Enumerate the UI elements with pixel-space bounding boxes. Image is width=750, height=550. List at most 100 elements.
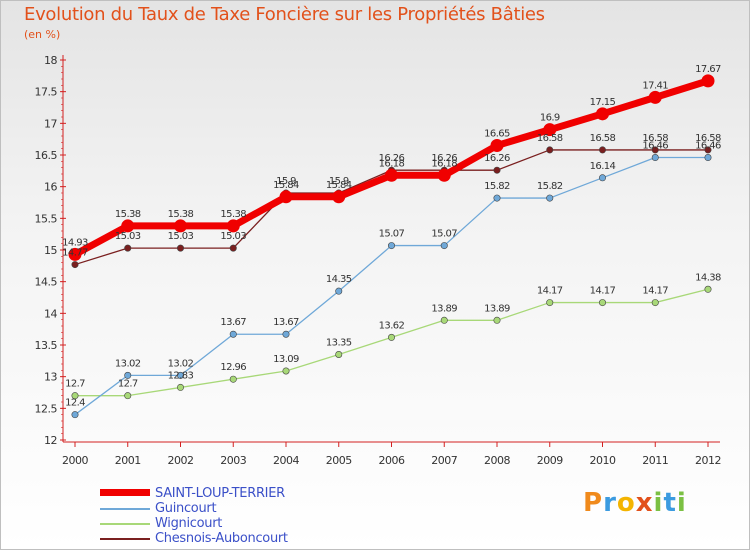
data-label-wignicourt: 13.62 (379, 320, 405, 331)
data-point-guincourt (440, 242, 448, 250)
data-label-guincourt: 13.67 (273, 317, 299, 328)
x-tick-label: 2011 (642, 454, 668, 467)
x-tick-label: 2000 (62, 454, 88, 467)
data-label-guincourt: 15.07 (379, 229, 405, 240)
data-label-chesnois-auboncourt: 16.26 (379, 153, 405, 164)
data-point-guincourt (546, 194, 554, 202)
logo-letter: i (676, 488, 687, 518)
data-point-wignicourt (335, 350, 343, 358)
y-tick-label: 13.5 (35, 339, 58, 352)
data-point-wignicourt (387, 333, 395, 341)
data-point-guincourt (282, 330, 290, 338)
data-point-saint-loup-terrier (490, 139, 504, 152)
x-tick-label: 2002 (168, 454, 194, 467)
data-label-wignicourt: 14.17 (642, 286, 668, 297)
data-labels-layer: 14.77 15.03 15.03 15.03 15.9 15.9 16.26 16.26 16… (62, 64, 721, 409)
data-label-saint-loup-terrier: 16.18 (431, 158, 457, 169)
y-tick-label: 17 (44, 117, 57, 130)
data-label-saint-loup-terrier: 16.65 (484, 129, 510, 140)
x-tick-label: 2010 (590, 454, 616, 467)
data-point-chesnois-auboncourt (124, 244, 132, 252)
data-label-chesnois-auboncourt: 16.58 (537, 133, 563, 144)
legend-label-guincourt: Guincourt (155, 501, 217, 516)
data-point-saint-loup-terrier (121, 219, 135, 233)
x-tick-label: 2005 (326, 454, 352, 467)
y-tick-label: 15 (44, 244, 57, 257)
y-tick-label: 17.5 (35, 86, 58, 99)
data-label-guincourt: 16.46 (695, 141, 721, 152)
data-point-chesnois-auboncourt (493, 166, 501, 174)
logo-letter: r (603, 488, 617, 518)
logo-letter: t (663, 488, 677, 518)
data-point-guincourt (387, 242, 395, 250)
data-label-chesnois-auboncourt: 15.03 (220, 231, 246, 242)
data-point-guincourt (704, 154, 712, 162)
data-label-wignicourt: 13.35 (326, 338, 352, 349)
data-point-chesnois-auboncourt (651, 146, 659, 154)
data-label-wignicourt: 13.89 (484, 303, 510, 314)
data-point-guincourt (493, 194, 501, 202)
y-tick-label: 14.5 (35, 276, 58, 289)
y-tick-label: 15.5 (35, 212, 58, 225)
data-label-chesnois-auboncourt: 15.03 (115, 231, 141, 242)
data-label-saint-loup-terrier: 17.41 (642, 80, 668, 91)
data-point-saint-loup-terrier (68, 247, 82, 261)
data-label-saint-loup-terrier: 15.38 (115, 209, 141, 220)
data-point-chesnois-auboncourt (598, 146, 606, 154)
logo-letter: o (616, 488, 636, 518)
axes: 12 12.5 13 13.5 14 14.5 15 15.5 16 16.5 17 17.5 18 20… (35, 54, 722, 467)
y-tick-label: 14 (44, 307, 57, 320)
data-label-saint-loup-terrier: 16.9 (540, 113, 560, 124)
data-label-chesnois-auboncourt: 14.77 (62, 248, 88, 259)
data-label-saint-loup-terrier: 15.84 (326, 180, 352, 191)
data-point-chesnois-auboncourt (229, 244, 237, 252)
data-point-guincourt (124, 371, 132, 379)
data-label-guincourt: 13.02 (168, 358, 194, 369)
data-point-wignicourt (493, 316, 501, 324)
data-label-saint-loup-terrier: 15.38 (220, 209, 246, 220)
data-label-chesnois-auboncourt: 15.9 (329, 176, 349, 187)
proxiti-logo: Proxiti (583, 488, 687, 518)
legend-swatch-wignicourt (100, 523, 150, 525)
data-point-guincourt (651, 154, 659, 162)
data-label-saint-loup-terrier: 14.93 (62, 237, 88, 248)
x-tick-label: 2009 (537, 454, 563, 467)
data-label-chesnois-auboncourt: 15.03 (168, 231, 194, 242)
data-label-guincourt: 13.67 (220, 317, 246, 328)
data-point-wignicourt (229, 375, 237, 383)
data-label-wignicourt: 12.83 (168, 370, 194, 381)
data-point-wignicourt (651, 299, 659, 307)
data-point-saint-loup-terrier (332, 190, 346, 204)
data-label-saint-loup-terrier: 15.84 (273, 180, 299, 191)
legend-label-saint-loup-terrier: SAINT-LOUP-TERRIER (155, 486, 285, 501)
x-tick-label: 2004 (273, 454, 299, 467)
x-tick-label: 2007 (431, 454, 457, 467)
data-label-guincourt: 15.82 (537, 181, 563, 192)
data-label-wignicourt: 12.96 (220, 362, 246, 373)
logo-letter: x (635, 488, 654, 518)
data-point-saint-loup-terrier (279, 190, 293, 204)
data-label-saint-loup-terrier: 15.38 (168, 209, 194, 220)
x-tick-label: 2012 (695, 454, 721, 467)
data-label-guincourt: 15.07 (431, 229, 457, 240)
data-label-wignicourt: 13.09 (273, 354, 299, 365)
data-label-chesnois-auboncourt: 16.26 (484, 153, 510, 164)
data-point-wignicourt (598, 299, 606, 307)
data-label-wignicourt: 12.7 (118, 379, 138, 390)
data-point-guincourt (598, 174, 606, 182)
data-point-chesnois-auboncourt (177, 244, 185, 252)
data-point-guincourt (335, 287, 343, 295)
data-point-guincourt (229, 330, 237, 338)
data-point-wignicourt (546, 299, 554, 307)
data-label-guincourt: 16.46 (642, 141, 668, 152)
y-tick-label: 13 (44, 371, 57, 384)
data-point-chesnois-auboncourt (546, 146, 554, 154)
data-label-saint-loup-terrier: 17.15 (590, 97, 616, 108)
y-tick-label: 12 (44, 434, 57, 447)
data-label-saint-loup-terrier: 17.67 (695, 64, 721, 75)
data-point-saint-loup-terrier (437, 168, 451, 182)
data-point-wignicourt (282, 367, 290, 375)
data-label-chesnois-auboncourt: 15.9 (276, 176, 296, 187)
x-tick-label: 2003 (220, 454, 246, 467)
